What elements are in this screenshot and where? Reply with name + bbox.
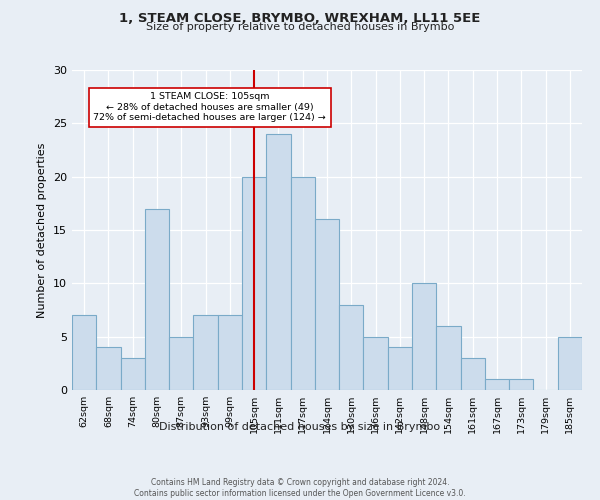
Bar [558,336,582,390]
Bar [72,316,96,390]
Bar [315,220,339,390]
Bar [388,348,412,390]
Bar [364,336,388,390]
Bar [290,176,315,390]
Text: Size of property relative to detached houses in Brymbo: Size of property relative to detached ho… [146,22,454,32]
Bar [266,134,290,390]
Bar [96,348,121,390]
Bar [193,316,218,390]
Bar [412,284,436,390]
Bar [242,176,266,390]
Text: Contains HM Land Registry data © Crown copyright and database right 2024.
Contai: Contains HM Land Registry data © Crown c… [134,478,466,498]
Bar [436,326,461,390]
Text: Distribution of detached houses by size in Brymbo: Distribution of detached houses by size … [160,422,440,432]
Text: 1, STEAM CLOSE, BRYMBO, WREXHAM, LL11 5EE: 1, STEAM CLOSE, BRYMBO, WREXHAM, LL11 5E… [119,12,481,26]
Bar [461,358,485,390]
Bar [145,208,169,390]
Text: 1 STEAM CLOSE: 105sqm
← 28% of detached houses are smaller (49)
72% of semi-deta: 1 STEAM CLOSE: 105sqm ← 28% of detached … [94,92,326,122]
Bar [218,316,242,390]
Bar [339,304,364,390]
Bar [121,358,145,390]
Y-axis label: Number of detached properties: Number of detached properties [37,142,47,318]
Bar [169,336,193,390]
Bar [509,380,533,390]
Bar [485,380,509,390]
